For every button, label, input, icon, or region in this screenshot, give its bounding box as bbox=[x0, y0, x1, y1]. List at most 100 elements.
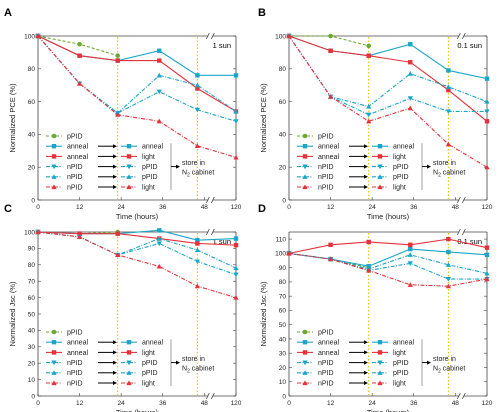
legend-marker bbox=[126, 144, 132, 149]
data-point bbox=[286, 250, 292, 256]
legend-label: nPID bbox=[67, 360, 83, 367]
x-tick-label: 24 bbox=[369, 204, 377, 211]
data-point bbox=[366, 103, 372, 109]
y-tick-label: 100 bbox=[275, 251, 286, 258]
y-axis-title: Normalized Jsc (%) bbox=[8, 281, 17, 347]
y-tick-label: 30 bbox=[28, 344, 36, 351]
legend-label: anneal bbox=[67, 350, 88, 357]
y-tick-label: 0 bbox=[282, 197, 286, 204]
data-point bbox=[233, 108, 239, 114]
x-axis-title: Time (hours) bbox=[116, 212, 159, 221]
y-tick-label: 80 bbox=[28, 66, 36, 73]
data-point bbox=[445, 84, 451, 89]
axis-break-mark bbox=[210, 32, 215, 40]
arrow-head-icon bbox=[113, 185, 117, 189]
x-tick-label: 48 bbox=[201, 204, 209, 211]
y-tick-label: 80 bbox=[279, 66, 287, 73]
axis-break-mark bbox=[205, 392, 210, 400]
data-point bbox=[445, 283, 451, 289]
y-tick-label: 0 bbox=[31, 393, 35, 400]
arrow-head-icon bbox=[113, 174, 117, 179]
data-point bbox=[328, 48, 333, 53]
legend-label: nPID bbox=[318, 360, 334, 367]
x-tick-label: 120 bbox=[482, 400, 493, 407]
y-tick-label: 100 bbox=[24, 33, 35, 40]
y-axis-title: Normalized PCE (%) bbox=[8, 83, 17, 153]
data-point bbox=[445, 262, 451, 267]
x-axis-title: Time (hours) bbox=[367, 408, 410, 412]
legend-label: anneal bbox=[318, 350, 339, 357]
data-point bbox=[77, 41, 82, 47]
x-tick-label: 24 bbox=[118, 204, 126, 211]
axis-break-mark bbox=[205, 32, 210, 40]
x-tick-label: 24 bbox=[369, 400, 377, 407]
series-line bbox=[37, 231, 237, 299]
storage-note: store in bbox=[182, 160, 205, 167]
legend-label: nPID bbox=[67, 380, 83, 387]
panel-a: A 0 20 40 60 80 100 0 12 24 36 48 120 Time (hours) Nor… bbox=[4, 7, 242, 221]
arrow-head-icon bbox=[113, 370, 117, 375]
series bbox=[35, 228, 239, 243]
x-tick-label: 36 bbox=[159, 204, 167, 211]
data-point bbox=[327, 94, 334, 99]
legend-label: anneal bbox=[318, 154, 339, 161]
x-tick-label: 0 bbox=[36, 204, 40, 211]
legend-label: light bbox=[393, 350, 406, 357]
y-tick-label: 0 bbox=[282, 393, 286, 400]
y-tick-label: 60 bbox=[279, 308, 287, 315]
y-tick-label: 80 bbox=[28, 262, 36, 269]
data-point bbox=[484, 76, 490, 81]
x-tick-label: 12 bbox=[327, 400, 335, 407]
legend-marker bbox=[51, 380, 57, 386]
arrow-head-icon bbox=[113, 381, 117, 385]
legend-marker bbox=[51, 133, 57, 139]
legend-marker bbox=[302, 174, 308, 179]
data-point bbox=[194, 107, 200, 113]
y-tick-label: 20 bbox=[28, 165, 36, 172]
x-tick-label: 24 bbox=[118, 400, 126, 407]
legend-label: pPID bbox=[142, 370, 158, 377]
y-tick-label: 40 bbox=[279, 132, 287, 139]
note-subscript: 2 bbox=[438, 172, 441, 178]
note-cabinet: cabinet bbox=[190, 366, 215, 373]
data-point bbox=[366, 239, 371, 245]
legend-label: nPID bbox=[318, 370, 334, 377]
series bbox=[35, 33, 239, 78]
axis-break-mark bbox=[461, 196, 466, 204]
legend-marker bbox=[126, 184, 132, 190]
x-tick-label: 120 bbox=[482, 204, 493, 211]
legend-marker bbox=[51, 360, 57, 366]
data-point bbox=[233, 236, 239, 241]
legend-label: pPID bbox=[67, 133, 83, 140]
data-point bbox=[77, 53, 82, 58]
y-tick-label: 90 bbox=[28, 246, 36, 253]
legend: pPID anneal anneal anneal light nPID pPID nPID p… bbox=[46, 133, 214, 191]
data-point bbox=[76, 80, 83, 86]
note-n: N bbox=[182, 170, 187, 177]
y-tick-label: 60 bbox=[279, 99, 287, 106]
data-point bbox=[157, 48, 162, 53]
data-point bbox=[407, 96, 413, 101]
data-point bbox=[328, 33, 333, 39]
condition-label: 0.1 sun bbox=[457, 41, 482, 50]
x-tick-label: 120 bbox=[231, 400, 242, 407]
y-tick-label: 40 bbox=[28, 132, 36, 139]
legend-label: nPID bbox=[318, 380, 334, 387]
y-tick-label: 10 bbox=[279, 379, 287, 386]
data-point bbox=[408, 246, 413, 252]
legend-marker bbox=[302, 360, 308, 366]
legend-marker bbox=[377, 144, 383, 149]
data-point bbox=[115, 231, 120, 236]
x-tick-label: 0 bbox=[287, 204, 291, 211]
y-tick-label: 90 bbox=[279, 265, 287, 272]
note-subscript: 2 bbox=[187, 172, 190, 178]
data-point bbox=[156, 89, 162, 95]
data-point bbox=[484, 119, 490, 124]
arrow-head-icon bbox=[364, 370, 368, 375]
axis-break-mark bbox=[456, 228, 461, 236]
arrow-head-icon bbox=[427, 360, 431, 365]
legend-marker bbox=[51, 370, 57, 375]
y-tick-label: 60 bbox=[28, 295, 36, 302]
y-tick-label: 40 bbox=[279, 336, 287, 343]
y-tick-label: 40 bbox=[28, 328, 36, 335]
